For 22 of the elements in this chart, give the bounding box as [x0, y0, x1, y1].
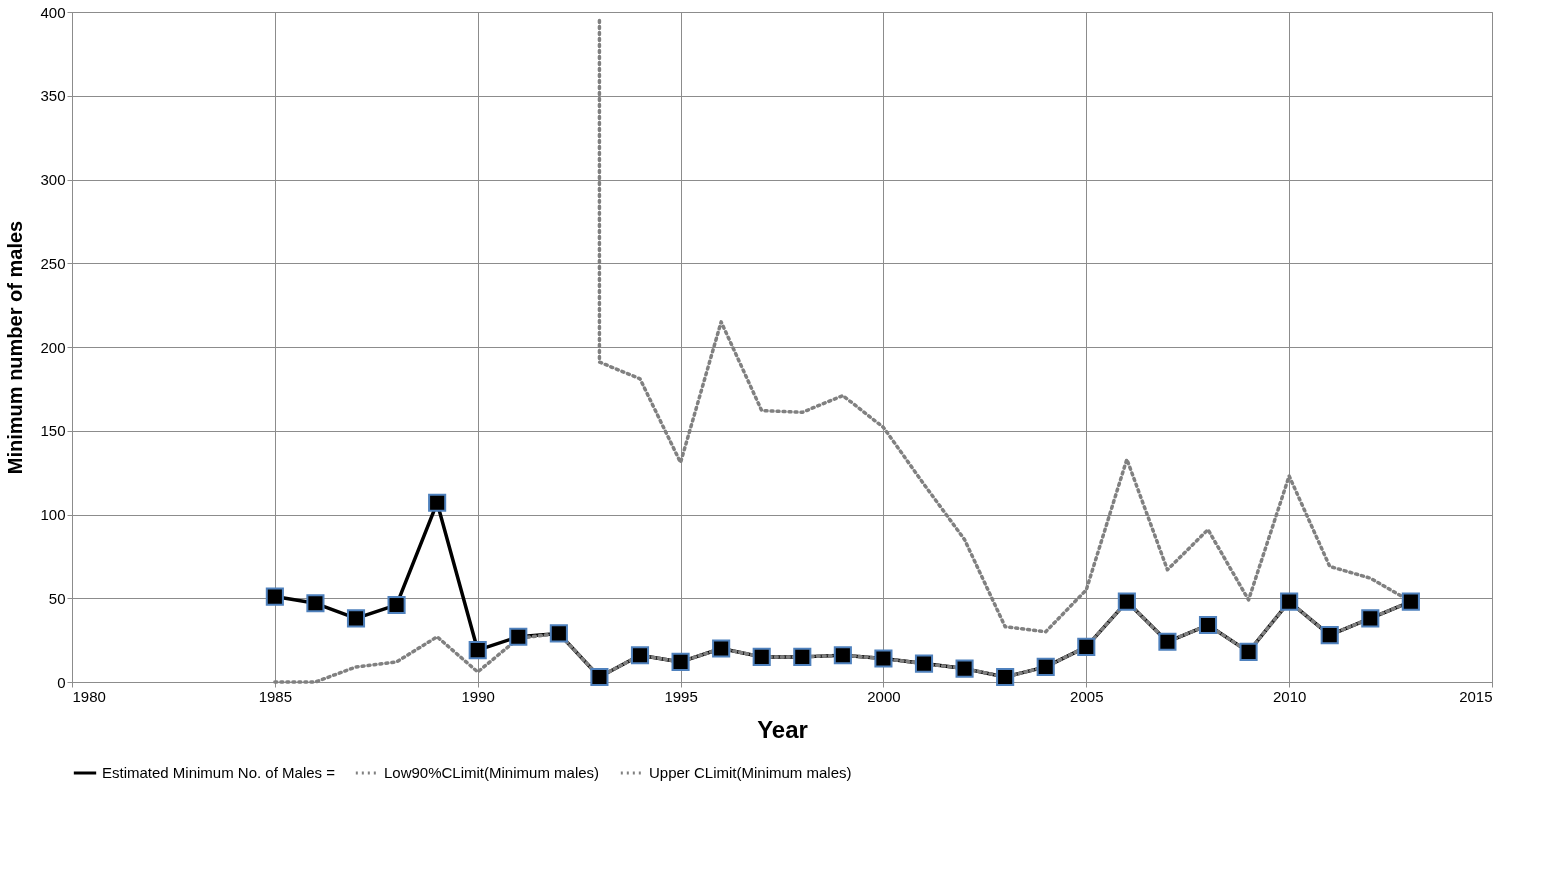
x-tick-label: 1985	[258, 687, 293, 705]
x-tick-label: 1990	[461, 687, 495, 705]
x-axis-title: Year	[757, 715, 808, 743]
y-tick-label: 150	[40, 422, 66, 440]
legend-label: Upper CLimit(Minimum males)	[649, 764, 852, 781]
y-tick-label: 0	[57, 673, 66, 691]
x-tick-label: 1995	[664, 687, 698, 705]
y-tick-label: 200	[40, 338, 66, 356]
y-tick-label: 50	[48, 589, 66, 607]
x-tick-label: 1980	[72, 687, 106, 705]
legend-label: Low90%CLimit(Minimum males)	[384, 764, 600, 781]
legend-label: Estimated Minimum No. of Males =	[102, 764, 336, 781]
y-tick-label: 400	[40, 3, 66, 21]
x-tick-label: 2000	[867, 687, 901, 705]
y-axis-title: Minimum number of males	[4, 220, 27, 475]
x-tick-label: 2010	[1272, 687, 1307, 705]
y-tick-label: 250	[40, 254, 66, 272]
x-tick-label: 2015	[1459, 687, 1493, 705]
y-tick-label: 100	[40, 506, 66, 523]
y-tick-label: 300	[40, 171, 66, 188]
x-tick-label: 2005	[1070, 687, 1104, 705]
y-tick-label: 350	[40, 87, 66, 105]
